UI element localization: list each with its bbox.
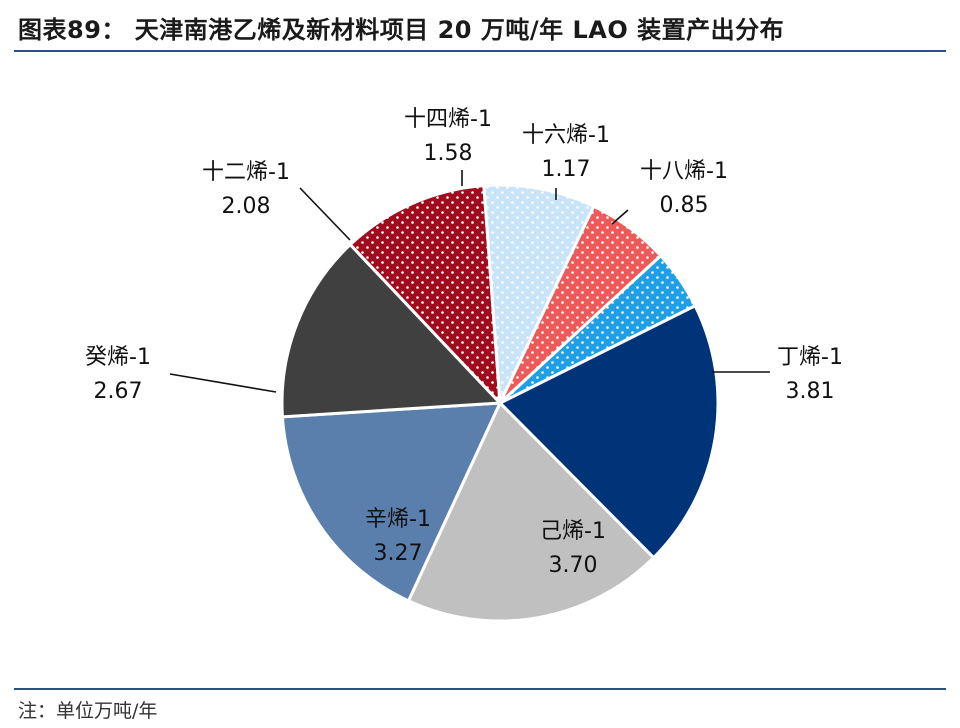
pie-slice-4 [280,242,504,419]
slice-name-label: 十八烯-1 [640,159,728,184]
slice-name-label: 十六烯-1 [522,123,610,148]
unit-note: 注：单位万吨/年 [18,700,158,722]
slice-name-label: 己烯-1 [540,519,606,544]
pie-slice-6 [482,183,596,409]
slice-value-label: 3.70 [549,553,598,578]
slice-name-label: 癸烯-1 [85,345,151,370]
pie-slice-8 [498,253,698,405]
slice-value-label: 1.17 [542,157,591,182]
pie-slice-5 [348,183,502,408]
slice-value-label: 2.08 [222,194,271,219]
pie-slice-1 [497,303,720,560]
leader-line-4 [169,373,277,393]
slice-value-label: 2.67 [94,379,143,404]
title-divider [14,50,946,52]
footer-divider [14,688,946,690]
slice-value-label: 3.27 [374,541,423,566]
slice-value-label: 3.81 [786,379,835,404]
slice-value-label: 1.58 [424,141,473,166]
leader-line-5 [299,187,351,241]
pie-slice-3 [280,401,503,603]
slice-value-label: 0.85 [660,193,709,218]
slice-name-label: 十四烯-1 [404,107,492,132]
chart-title: 图表89： 天津南港乙烯及新材料项目 20 万吨/年 LAO 装置产出分布 [18,16,785,44]
leader-line-8 [611,209,629,225]
pie-slice-2 [406,400,656,623]
slice-name-label: 辛烯-1 [365,507,431,532]
slice-name-label: 丁烯-1 [777,345,843,370]
slice-name-label: 十二烯-1 [202,160,290,185]
